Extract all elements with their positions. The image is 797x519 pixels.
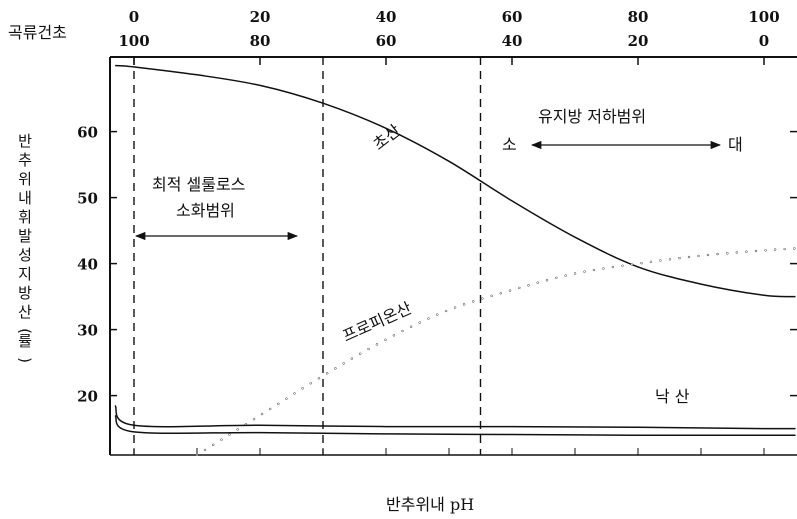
- top-tick-grain: 40: [376, 8, 397, 26]
- top-axis-label: 곡류건초: [8, 23, 67, 42]
- y-label-char: 내: [18, 189, 32, 207]
- y-label-char: 반: [18, 132, 32, 150]
- top-tick-hay: 0: [759, 32, 769, 50]
- y-label-char: ): [16, 357, 34, 363]
- acetic-acid-label: 초산: [369, 121, 404, 154]
- y-tick-label: 40: [77, 256, 98, 274]
- y-label-char: 지: [18, 265, 32, 283]
- top-tick-hay: 100: [118, 32, 149, 50]
- y-tick-label: 50: [77, 190, 98, 208]
- y-label-char: 위: [18, 170, 32, 188]
- top-axis-ticks: 0 100 20 80 40 60 60 40 80 20 100 0: [118, 8, 780, 65]
- butyric-acid-label: 낙 산: [655, 387, 690, 406]
- y-tick-label: 20: [77, 388, 98, 406]
- top-tick-grain: 0: [129, 8, 139, 26]
- series-1-line-inner: [196, 247, 797, 456]
- top-tick-grain: 60: [502, 8, 523, 26]
- y-tick-label: 30: [77, 322, 98, 340]
- y-label-char: (: [16, 328, 34, 334]
- series-1-line: [195, 247, 797, 457]
- top-tick-hay: 60: [376, 32, 397, 50]
- top-tick-grain: 80: [628, 8, 649, 26]
- top-tick-hay: 80: [250, 32, 271, 50]
- y-tick-label: 60: [77, 124, 98, 142]
- milk-fat-range-label: 유지방 저하범위: [538, 107, 646, 126]
- y-label-char: 성: [18, 246, 32, 264]
- plot-frame: [109, 56, 797, 456]
- top-tick-grain: 20: [250, 8, 271, 26]
- series-2-line: [114, 404, 796, 430]
- series-3-line: [114, 414, 796, 436]
- range-dashed-lines: [133, 57, 482, 455]
- y-label-char: 산: [18, 303, 32, 321]
- top-tick-hay: 20: [628, 32, 649, 50]
- y-label-char: 방: [18, 284, 32, 302]
- optimal-cellulose-label-2: 소화범위: [176, 201, 235, 220]
- propionic-acid-label: 프로피온산: [340, 298, 415, 345]
- y-label-char: 발: [18, 227, 32, 245]
- x-axis-label: 반추위내 pH: [386, 495, 474, 514]
- optimal-cellulose-label-1: 최적 셀룰로스: [152, 175, 245, 194]
- y-label-char: 추: [18, 151, 32, 169]
- large-label: 대: [728, 135, 743, 154]
- series-0-line: [115, 64, 796, 298]
- y-label-char: 휘: [18, 208, 32, 226]
- top-tick-hay: 40: [502, 32, 523, 50]
- y-axis-ticks: 20 30 40 50 60: [77, 124, 797, 406]
- bottom-axis-ticks: [133, 448, 765, 455]
- top-tick-grain: 100: [748, 8, 779, 26]
- small-label: 소: [502, 135, 517, 154]
- y-label-char: 률: [18, 332, 32, 350]
- series-group: [114, 64, 797, 457]
